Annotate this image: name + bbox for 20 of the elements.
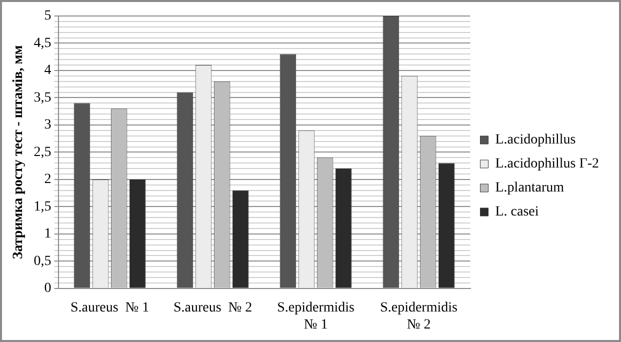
y-tick-label: 4,5 bbox=[34, 36, 52, 51]
y-tick-label: 4 bbox=[44, 63, 52, 78]
x-tick-label: S.aureus № 2 bbox=[173, 300, 252, 316]
y-tick-label: 2 bbox=[44, 172, 52, 188]
y-tick-label: 5 bbox=[44, 8, 52, 24]
legend-label: L.acidophillus bbox=[495, 132, 576, 148]
y-tick-label: 0 bbox=[44, 281, 52, 296]
y-tick-label: 1 bbox=[44, 226, 52, 242]
legend-label: L.acidophillus Г-2 bbox=[495, 156, 600, 172]
legend-label: L.plantarum bbox=[495, 180, 564, 196]
y-tick-label: 1,5 bbox=[34, 199, 52, 214]
y-tick-label: 2,5 bbox=[34, 144, 52, 160]
x-tick-label: S.epidermidis № 2 bbox=[380, 300, 458, 332]
legend-label: L. casei bbox=[495, 204, 539, 220]
y-tick-label: 3 bbox=[44, 118, 52, 133]
y-tick-label: 3,5 bbox=[34, 90, 52, 106]
x-tick-label: S.aureus № 1 bbox=[70, 300, 150, 316]
y-tick-label: 0,5 bbox=[34, 254, 52, 269]
x-tick-label: S.epidermidis № 1 bbox=[277, 300, 354, 332]
y-axis-title: Затримка росту тест - штамів, мм bbox=[11, 44, 26, 260]
